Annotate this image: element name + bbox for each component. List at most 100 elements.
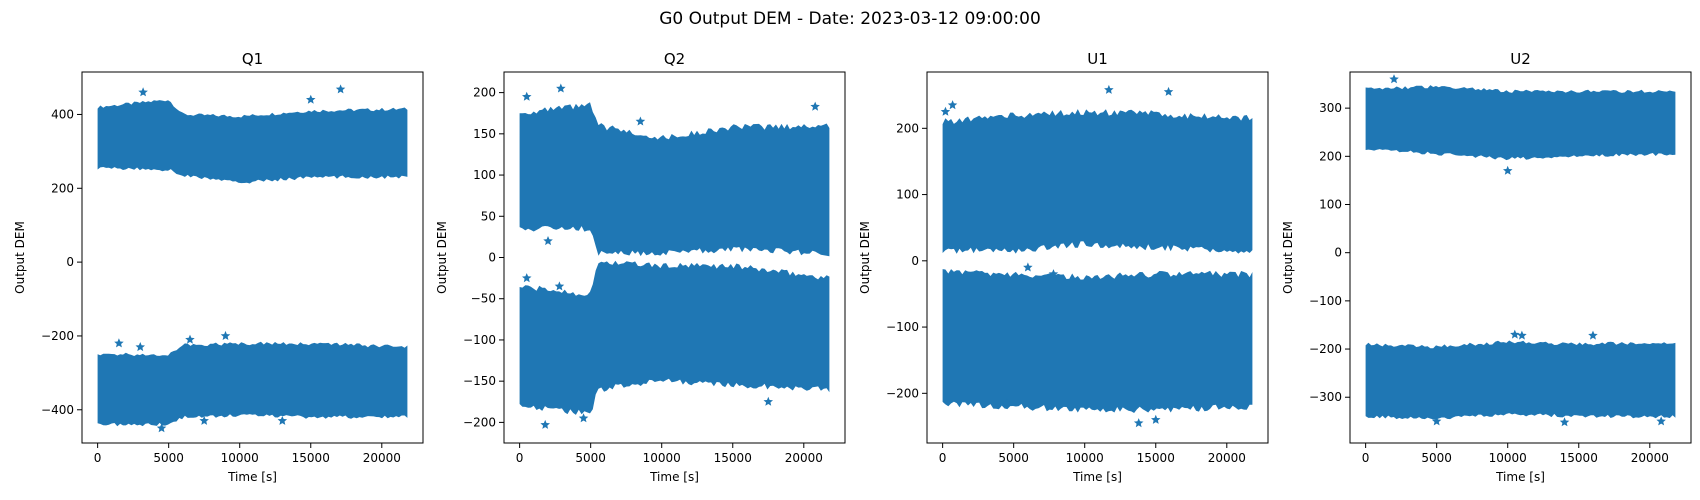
data-point-5 <box>1023 262 1033 272</box>
x-axis-label: Time [s] <box>1495 470 1545 484</box>
plot-area <box>97 84 408 433</box>
x-tick-label: 5000 <box>998 451 1029 465</box>
x-tick-label: 20000 <box>1631 451 1669 465</box>
data-point-4 <box>1517 330 1527 340</box>
y-tick-label: 0 <box>1334 246 1342 260</box>
y-tick-label: −400 <box>41 403 74 417</box>
y-tick-label: −200 <box>1309 342 1342 356</box>
data-point-9 <box>763 396 773 406</box>
y-tick-label: 100 <box>1319 198 1342 212</box>
data-point-9 <box>1001 398 1012 408</box>
data-point-5 <box>543 236 553 246</box>
x-tick-label: 0 <box>1362 451 1370 465</box>
y-tick-label: 200 <box>896 121 919 135</box>
data-point-1 <box>335 84 346 94</box>
x-tick-label: 5000 <box>575 451 606 465</box>
data-point-2 <box>522 91 532 101</box>
y-tick-label: 0 <box>488 251 496 265</box>
chart-title: Q1 <box>242 50 263 68</box>
y-tick-label: 200 <box>473 86 496 100</box>
data-point-7 <box>522 273 532 283</box>
axes-frame <box>1349 71 1692 444</box>
data-point-3 <box>940 106 951 116</box>
x-tick-label: 15000 <box>292 451 330 465</box>
y-tick-label: 150 <box>473 127 496 141</box>
y-tick-label: −200 <box>41 329 74 343</box>
x-axis-label: Time [s] <box>227 470 277 484</box>
x-axis-label: Time [s] <box>1072 470 1122 484</box>
chart-title: Q2 <box>664 50 685 68</box>
data-point-7 <box>1133 418 1144 428</box>
axes-frame <box>81 71 424 444</box>
data-point-5 <box>1588 330 1598 340</box>
x-tick-label: 15000 <box>1137 451 1175 465</box>
y-tick-label: 100 <box>896 188 919 202</box>
y-tick-label: 300 <box>1319 101 1342 115</box>
data-point-2 <box>138 87 148 97</box>
x-tick-label: 15000 <box>714 451 752 465</box>
x-tick-label: 5000 <box>153 451 184 465</box>
data-band-1 <box>1365 85 1676 161</box>
data-point-10 <box>277 415 288 425</box>
data-point-9 <box>156 423 167 433</box>
data-point-3 <box>1510 329 1520 339</box>
data-point-6 <box>135 342 145 352</box>
chart-panel-q2: 0 5000 10000 15000 20000 −200 −150 −100 −50 0 50 10… <box>435 50 846 484</box>
data-band-1 <box>942 109 1253 254</box>
x-tick-label: 0 <box>516 451 524 465</box>
y-tick-label: 50 <box>481 209 496 223</box>
data-band-2 <box>942 269 1253 413</box>
y-tick-label: −300 <box>1309 390 1342 404</box>
data-point-1 <box>1104 84 1114 94</box>
x-axis-label: Time [s] <box>649 470 699 484</box>
y-axis-label: Output DEM <box>13 221 27 294</box>
x-tick-label: 20000 <box>1208 451 1246 465</box>
data-point-4 <box>947 100 958 110</box>
y-tick-label: 100 <box>473 168 496 182</box>
chart-panel-u1: 0 5000 10000 15000 20000 −200 −100 0 100 200 U1 Tim… <box>858 50 1269 484</box>
x-tick-label: 10000 <box>643 451 681 465</box>
y-tick-label: 200 <box>51 181 74 195</box>
data-point-1 <box>556 83 566 93</box>
data-band-1 <box>519 102 830 257</box>
data-point-1 <box>1389 74 1399 84</box>
plot-area <box>1365 74 1676 427</box>
y-axis-label: Output DEM <box>1281 221 1295 294</box>
y-tick-label: 400 <box>51 107 74 121</box>
chart-title: U1 <box>1087 50 1108 68</box>
chart-title: U2 <box>1510 50 1531 68</box>
data-band-2 <box>1365 340 1676 420</box>
y-tick-label: 200 <box>1319 149 1342 163</box>
data-band-1 <box>97 100 408 184</box>
y-axis-label: Output DEM <box>858 221 872 294</box>
data-point-6 <box>1431 416 1442 426</box>
y-tick-label: 0 <box>911 254 919 268</box>
x-tick-label: 20000 <box>785 451 823 465</box>
plot-area <box>519 83 830 429</box>
y-tick-label: −150 <box>463 374 496 388</box>
data-point-8 <box>199 415 209 425</box>
data-point-8 <box>554 281 565 291</box>
data-point-5 <box>114 338 124 348</box>
data-point-6 <box>540 419 550 429</box>
data-point-8 <box>1656 416 1666 426</box>
x-tick-label: 0 <box>94 451 102 465</box>
x-tick-label: 20000 <box>363 451 401 465</box>
x-tick-label: 10000 <box>1489 451 1527 465</box>
data-band-2 <box>97 341 408 427</box>
data-point-7 <box>1559 417 1570 427</box>
y-tick-label: 0 <box>66 255 74 269</box>
y-tick-label: −100 <box>463 333 496 347</box>
x-tick-label: 10000 <box>221 451 259 465</box>
y-tick-label: −100 <box>1309 294 1342 308</box>
chart-panel-u2: 0 5000 10000 15000 20000 −300 −200 −100 0 100 200 3… <box>1281 50 1692 484</box>
data-point-4 <box>220 330 231 340</box>
data-band-2 <box>519 260 830 415</box>
data-point-3 <box>306 94 316 104</box>
x-tick-label: 15000 <box>1560 451 1598 465</box>
chart-panel-q1: 0 5000 10000 15000 20000 −400 −200 0 200 400 Q1 Tim… <box>13 50 424 484</box>
data-point-4 <box>635 116 646 126</box>
y-tick-label: −200 <box>886 386 919 400</box>
data-point-10 <box>578 413 589 423</box>
